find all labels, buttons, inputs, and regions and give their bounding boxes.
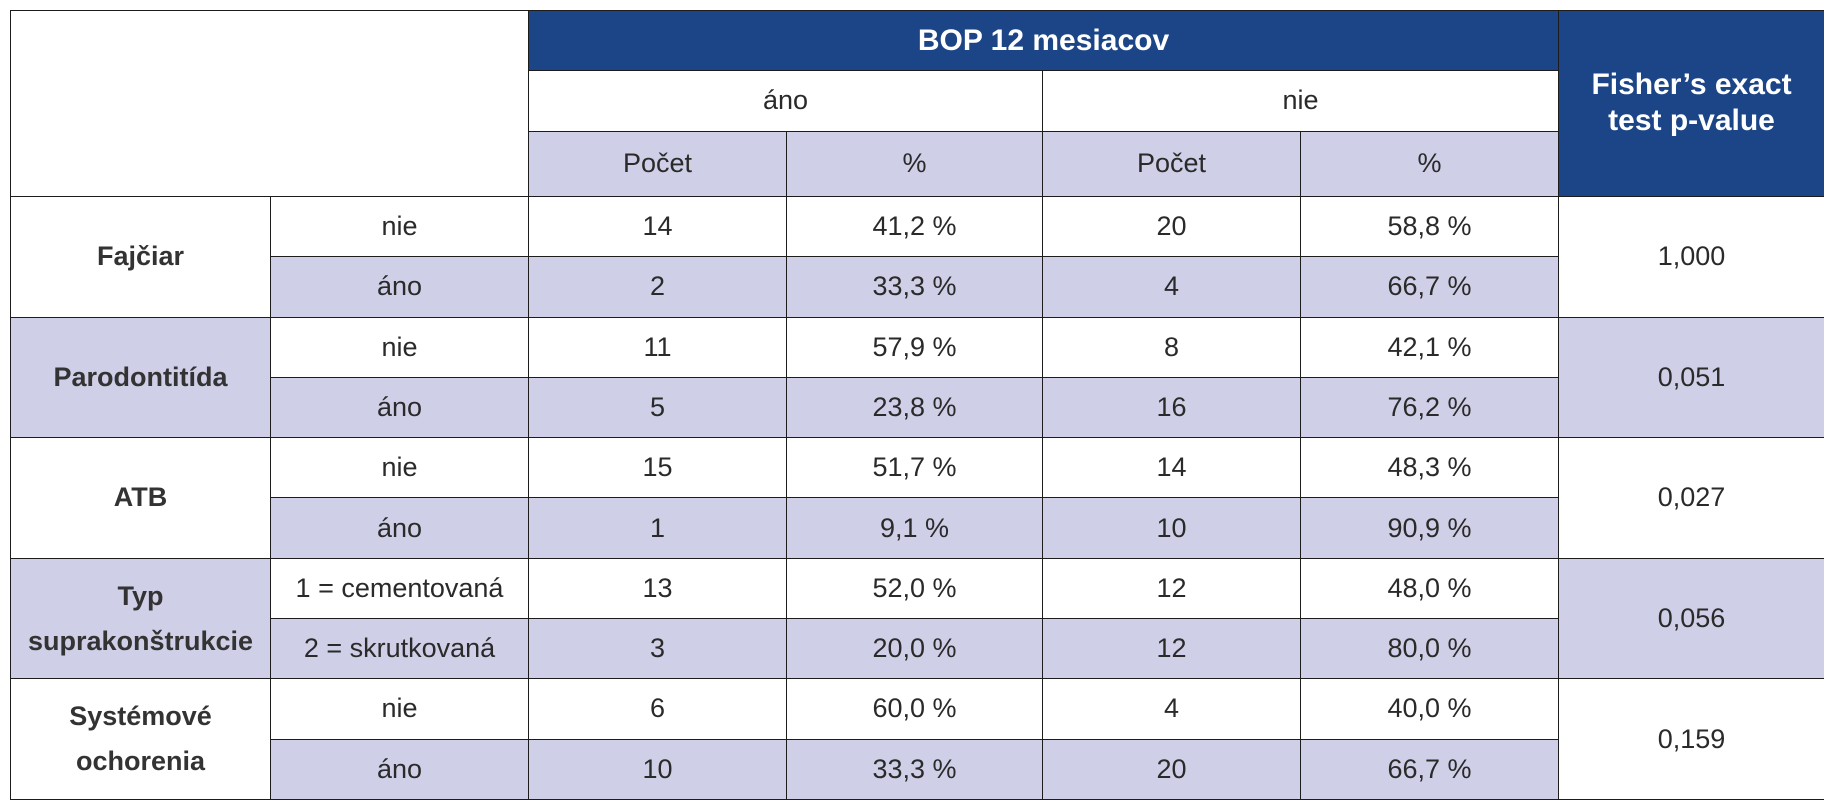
level-cell: áno: [270, 376, 529, 439]
table-row: áno 5 23,8 % 16 76,2 %: [11, 376, 1824, 439]
empty-corner-cell: [10, 10, 529, 197]
yes-percent-cell: 60,0 %: [786, 678, 1043, 740]
p-value-cell: 0,027: [1558, 437, 1824, 559]
level-cell: áno: [270, 256, 529, 318]
group-label-cell: Parodontitída: [10, 316, 271, 439]
no-count-cell: 10: [1042, 497, 1301, 559]
yes-percent-cell: 52,0 %: [786, 557, 1043, 620]
group-label-line1: ATB: [113, 482, 168, 513]
yes-count-cell: 10: [528, 738, 787, 800]
yes-count-cell: 6: [528, 678, 787, 740]
no-column-header: nie: [1041, 70, 1560, 132]
no-percent-cell: 40,0 %: [1299, 678, 1560, 740]
group-label-cell: Systémové ochorenia: [10, 678, 271, 800]
p-value-cell: 1,000: [1558, 195, 1824, 318]
no-count-header: Počet: [1042, 130, 1301, 197]
yes-percent-cell: 23,8 %: [786, 376, 1043, 439]
level-cell: 1 = cementovaná: [270, 557, 529, 620]
p-value-header: Fisher’s exact test p-value: [1558, 10, 1824, 197]
group-label-line1: Fajčiar: [96, 241, 185, 272]
no-count-cell: 12: [1042, 617, 1301, 680]
header-row-1: BOP 12 mesiacov Fisher’s exact test p-va…: [10, 9, 1824, 197]
bop-group-header: BOP 12 mesiacov: [527, 9, 1560, 72]
yes-column-header: áno: [528, 70, 1043, 132]
no-percent-cell: 48,3 %: [1299, 437, 1560, 499]
group-label-line2: ochorenia: [75, 746, 206, 777]
yes-count-cell: 3: [528, 617, 787, 680]
level-cell: áno: [270, 497, 529, 559]
table-row: Typ suprakonštrukcie 1 = cementovaná 13 52,0…: [10, 557, 1824, 680]
level-cell: nie: [270, 437, 529, 499]
yes-count-cell: 14: [528, 195, 787, 258]
no-count-cell: 12: [1042, 557, 1301, 620]
table-body: BOP 12 mesiacov Fisher’s exact test p-va…: [10, 9, 1824, 800]
results-table: BOP 12 mesiacov Fisher’s exact test p-va…: [10, 9, 1824, 800]
group-label-line1: Systémové: [69, 701, 212, 732]
no-percent-cell: 80,0 %: [1299, 617, 1560, 680]
table-row: áno 1 9,1 % 10 90,9 %: [11, 497, 1824, 559]
p-value-cell: 0,056: [1558, 557, 1824, 680]
yes-count-cell: 15: [528, 437, 787, 499]
yes-count-cell: 2: [528, 256, 787, 318]
table-row: ATB nie 15 51,7 % 14 48,3 % 0,027: [10, 437, 1824, 559]
table-row: Systémové ochorenia nie 6 60,0 % 4 40,0 % 0,159: [10, 678, 1824, 800]
table-row: áno 2 33,3 % 4 66,7 %: [11, 256, 1824, 318]
no-percent-cell: 66,7 %: [1299, 256, 1560, 318]
group-label-line1: Typ: [117, 580, 164, 611]
no-percent-cell: 90,9 %: [1299, 497, 1560, 559]
yes-count-cell: 13: [528, 557, 787, 620]
group-label-line2: suprakonštrukcie: [27, 625, 254, 656]
no-percent-cell: 58,8 %: [1299, 195, 1560, 258]
yes-count-cell: 5: [528, 376, 787, 439]
table-row: Fajčiar nie 14 41,2 % 20 58,8 % 1,000: [10, 195, 1824, 318]
level-cell: nie: [270, 316, 529, 378]
no-count-cell: 8: [1042, 316, 1301, 378]
table-row: áno 10 33,3 % 20 66,7 %: [11, 738, 1824, 800]
yes-count-cell: 1: [528, 497, 787, 559]
yes-percent-cell: 33,3 %: [786, 256, 1043, 318]
no-count-cell: 4: [1042, 678, 1301, 740]
no-percent-cell: 48,0 %: [1299, 557, 1560, 620]
no-count-cell: 20: [1042, 195, 1301, 258]
yes-percent-cell: 9,1 %: [786, 497, 1043, 559]
p-value-cell: 0,159: [1558, 678, 1824, 800]
group-label-cell: Typ suprakonštrukcie: [10, 557, 271, 680]
p-value-cell: 0,051: [1558, 316, 1824, 439]
p-value-header-line2: test p-value: [1608, 104, 1775, 138]
yes-percent-header: %: [786, 130, 1043, 197]
yes-percent-cell: 51,7 %: [786, 437, 1043, 499]
no-count-cell: 20: [1042, 738, 1301, 800]
table-row: 2 = skrutkovaná 3 20,0 % 12 80,0 %: [11, 617, 1824, 680]
level-cell: nie: [270, 678, 529, 740]
no-count-cell: 16: [1042, 376, 1301, 439]
group-label-cell: ATB: [10, 437, 271, 559]
table-row: Parodontitída nie 11 57,9 % 8 42,1 % 0,051: [10, 316, 1824, 439]
group-label-cell: Fajčiar: [10, 195, 271, 318]
header-row-3: Počet % Počet %: [11, 130, 1824, 197]
level-cell: nie: [270, 195, 529, 258]
yes-percent-cell: 33,3 %: [786, 738, 1043, 800]
yes-count-cell: 11: [528, 316, 787, 378]
yes-percent-cell: 57,9 %: [786, 316, 1043, 378]
header-row-2: áno nie: [11, 70, 1824, 132]
level-cell: 2 = skrutkovaná: [270, 617, 529, 680]
yes-percent-cell: 41,2 %: [786, 195, 1043, 258]
level-cell: áno: [270, 738, 529, 800]
no-percent-cell: 66,7 %: [1299, 738, 1560, 800]
no-percent-header: %: [1299, 130, 1560, 197]
yes-percent-cell: 20,0 %: [786, 617, 1043, 680]
p-value-header-line1: Fisher’s exact: [1591, 68, 1792, 102]
group-label-line1: Parodontitída: [53, 361, 228, 392]
no-count-cell: 4: [1042, 256, 1301, 318]
no-count-cell: 14: [1042, 437, 1301, 499]
yes-count-header: Počet: [528, 130, 787, 197]
no-percent-cell: 76,2 %: [1299, 376, 1560, 439]
no-percent-cell: 42,1 %: [1299, 316, 1560, 378]
